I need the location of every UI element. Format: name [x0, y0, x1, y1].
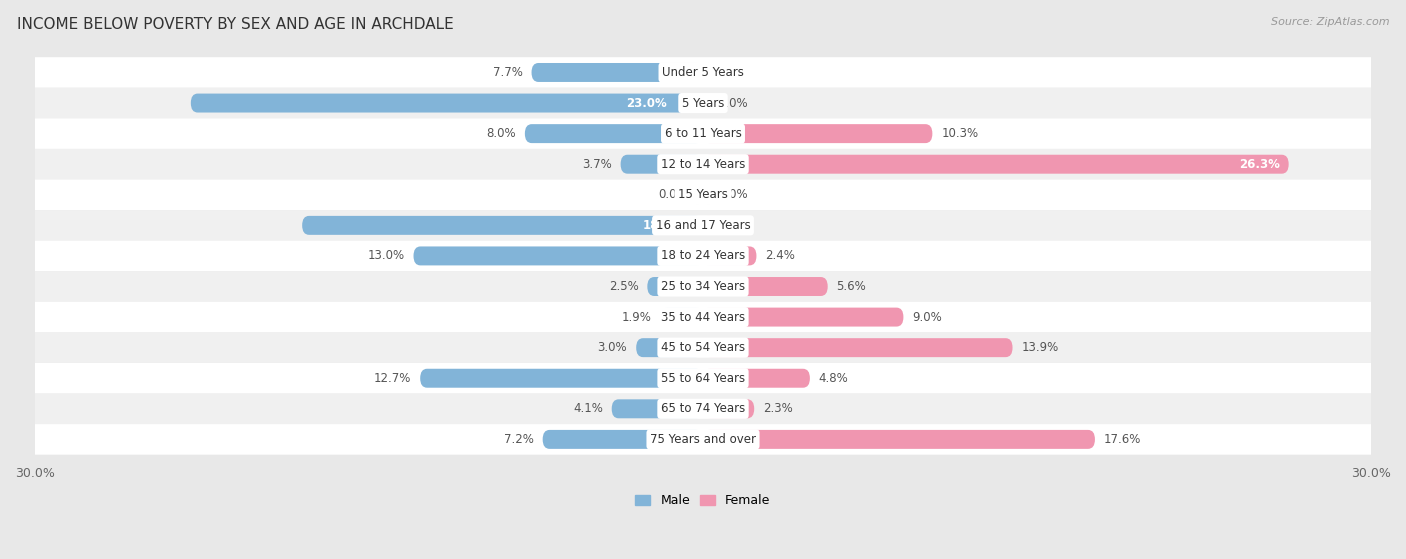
- FancyBboxPatch shape: [531, 63, 703, 82]
- Text: 2.4%: 2.4%: [765, 249, 796, 262]
- FancyBboxPatch shape: [703, 63, 714, 82]
- FancyBboxPatch shape: [35, 271, 1371, 302]
- FancyBboxPatch shape: [703, 307, 904, 326]
- FancyBboxPatch shape: [612, 399, 703, 418]
- Text: 10.3%: 10.3%: [941, 127, 979, 140]
- FancyBboxPatch shape: [620, 155, 703, 174]
- FancyBboxPatch shape: [703, 124, 932, 143]
- Text: 17.6%: 17.6%: [1104, 433, 1142, 446]
- Text: Source: ZipAtlas.com: Source: ZipAtlas.com: [1271, 17, 1389, 27]
- Text: 2.5%: 2.5%: [609, 280, 638, 293]
- Text: 3.0%: 3.0%: [598, 341, 627, 354]
- Text: 18.0%: 18.0%: [643, 219, 683, 232]
- Text: 55 to 64 Years: 55 to 64 Years: [661, 372, 745, 385]
- FancyBboxPatch shape: [647, 277, 703, 296]
- FancyBboxPatch shape: [703, 277, 828, 296]
- FancyBboxPatch shape: [413, 247, 703, 266]
- FancyBboxPatch shape: [524, 124, 703, 143]
- Text: 2.3%: 2.3%: [763, 402, 793, 415]
- Text: 0.0%: 0.0%: [718, 188, 748, 201]
- Text: 0.0%: 0.0%: [658, 188, 688, 201]
- Text: 0.0%: 0.0%: [718, 97, 748, 110]
- Text: 75 Years and over: 75 Years and over: [650, 433, 756, 446]
- Text: 25 to 34 Years: 25 to 34 Years: [661, 280, 745, 293]
- Text: 18 to 24 Years: 18 to 24 Years: [661, 249, 745, 262]
- FancyBboxPatch shape: [661, 307, 703, 326]
- FancyBboxPatch shape: [703, 399, 754, 418]
- FancyBboxPatch shape: [703, 247, 756, 266]
- Text: 23.0%: 23.0%: [626, 97, 666, 110]
- Text: 5.6%: 5.6%: [837, 280, 866, 293]
- FancyBboxPatch shape: [692, 185, 703, 204]
- Text: 9.0%: 9.0%: [912, 311, 942, 324]
- FancyBboxPatch shape: [703, 216, 714, 235]
- FancyBboxPatch shape: [543, 430, 703, 449]
- Text: 7.2%: 7.2%: [503, 433, 534, 446]
- FancyBboxPatch shape: [703, 93, 714, 112]
- Text: 8.0%: 8.0%: [486, 127, 516, 140]
- FancyBboxPatch shape: [35, 424, 1371, 454]
- FancyBboxPatch shape: [35, 363, 1371, 394]
- FancyBboxPatch shape: [302, 216, 703, 235]
- Text: 16 and 17 Years: 16 and 17 Years: [655, 219, 751, 232]
- FancyBboxPatch shape: [703, 155, 1289, 174]
- Text: 1.9%: 1.9%: [621, 311, 652, 324]
- Text: 0.0%: 0.0%: [718, 66, 748, 79]
- Text: 35 to 44 Years: 35 to 44 Years: [661, 311, 745, 324]
- FancyBboxPatch shape: [35, 119, 1371, 149]
- Text: 15 Years: 15 Years: [678, 188, 728, 201]
- FancyBboxPatch shape: [35, 302, 1371, 333]
- FancyBboxPatch shape: [35, 179, 1371, 210]
- Text: Under 5 Years: Under 5 Years: [662, 66, 744, 79]
- Legend: Male, Female: Male, Female: [630, 489, 776, 512]
- FancyBboxPatch shape: [703, 369, 810, 388]
- FancyBboxPatch shape: [35, 333, 1371, 363]
- Text: 12 to 14 Years: 12 to 14 Years: [661, 158, 745, 170]
- FancyBboxPatch shape: [35, 149, 1371, 179]
- FancyBboxPatch shape: [35, 240, 1371, 271]
- Text: 7.7%: 7.7%: [492, 66, 523, 79]
- Text: 45 to 54 Years: 45 to 54 Years: [661, 341, 745, 354]
- FancyBboxPatch shape: [420, 369, 703, 388]
- Text: 6 to 11 Years: 6 to 11 Years: [665, 127, 741, 140]
- Text: 26.3%: 26.3%: [1239, 158, 1279, 170]
- Text: 12.7%: 12.7%: [374, 372, 412, 385]
- Text: 13.9%: 13.9%: [1021, 341, 1059, 354]
- FancyBboxPatch shape: [703, 430, 1095, 449]
- Text: 4.1%: 4.1%: [572, 402, 603, 415]
- Text: 0.0%: 0.0%: [718, 219, 748, 232]
- FancyBboxPatch shape: [703, 338, 1012, 357]
- Text: 3.7%: 3.7%: [582, 158, 612, 170]
- FancyBboxPatch shape: [35, 88, 1371, 119]
- Text: INCOME BELOW POVERTY BY SEX AND AGE IN ARCHDALE: INCOME BELOW POVERTY BY SEX AND AGE IN A…: [17, 17, 454, 32]
- FancyBboxPatch shape: [191, 93, 703, 112]
- Text: 5 Years: 5 Years: [682, 97, 724, 110]
- Text: 4.8%: 4.8%: [818, 372, 849, 385]
- FancyBboxPatch shape: [35, 57, 1371, 88]
- Text: 13.0%: 13.0%: [367, 249, 405, 262]
- FancyBboxPatch shape: [35, 394, 1371, 424]
- FancyBboxPatch shape: [703, 185, 714, 204]
- Text: 65 to 74 Years: 65 to 74 Years: [661, 402, 745, 415]
- FancyBboxPatch shape: [636, 338, 703, 357]
- FancyBboxPatch shape: [35, 210, 1371, 240]
